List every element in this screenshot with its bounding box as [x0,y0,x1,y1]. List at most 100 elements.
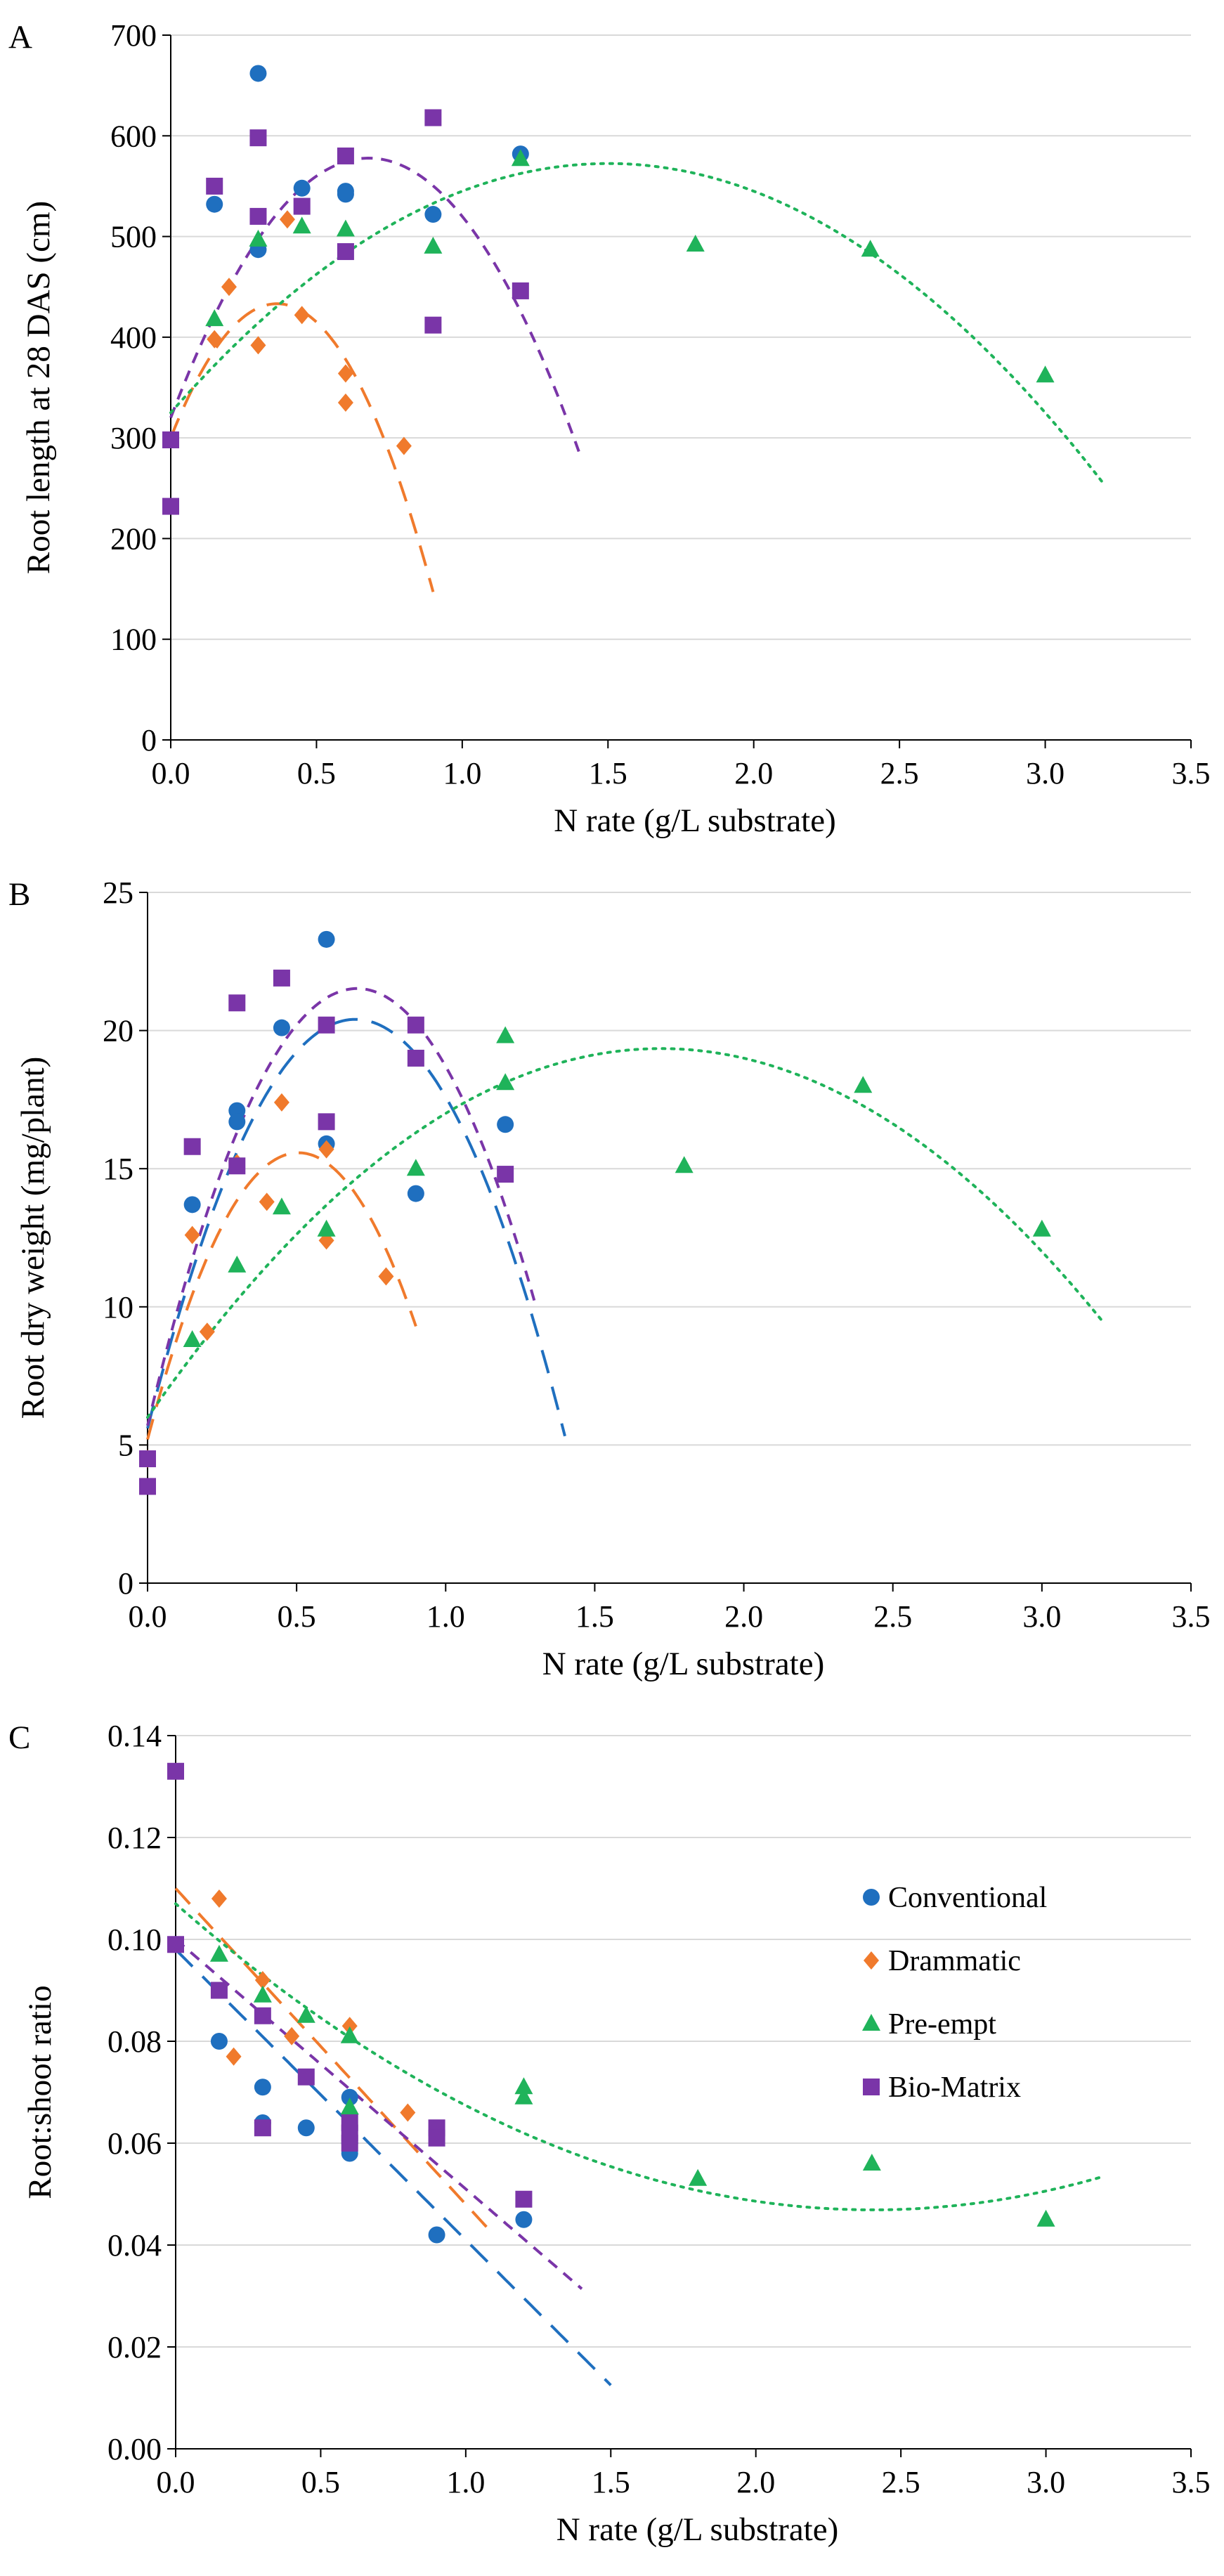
x-axis-label: N rate (g/L substrate) [556,2511,839,2548]
point-drammatic [279,210,295,229]
y-tick-label: 500 [110,220,157,254]
point-bio-matrix [139,1478,156,1495]
point-pre-empt [511,149,530,167]
x-tick-label: 0.5 [301,2465,340,2499]
y-tick-label: 5 [118,1428,134,1462]
y-axis-label: Root:shoot ratio [22,1985,58,2199]
trendline-pre-empt [169,162,1105,486]
point-bio-matrix [424,109,442,126]
x-tick-label: 3.5 [1172,756,1211,791]
point-pre-empt [209,1944,228,1962]
legend-marker-bio-matrix [863,2079,880,2095]
x-tick-label: 1.5 [589,756,627,791]
point-conventional [497,1116,514,1133]
panel-letter: A [8,19,32,56]
point-conventional [293,179,311,197]
point-pre-empt [297,2005,315,2023]
trendline-drammatic [174,1887,496,2237]
point-drammatic [184,1225,200,1244]
y-tick-label: 0.10 [108,1923,162,1957]
point-conventional [341,2088,358,2106]
point-bio-matrix [273,969,290,987]
x-tick-label: 1.0 [427,1599,465,1634]
point-bio-matrix [249,207,267,225]
point-conventional [254,2079,271,2096]
point-bio-matrix [341,2135,358,2152]
x-tick-label: 2.0 [736,2465,775,2499]
trendline-pre-empt [174,1902,1106,2211]
point-pre-empt [340,2097,359,2115]
point-bio-matrix [162,431,179,449]
y-tick-label: 20 [103,1014,134,1048]
x-tick-label: 1.5 [592,2465,630,2499]
point-pre-empt [854,1076,873,1093]
x-axis-label: N rate (g/L substrate) [554,802,836,839]
point-pre-empt [686,235,705,252]
legend-label-bio-matrix: Bio-Matrix [888,2071,1021,2104]
point-conventional [206,195,223,213]
point-drammatic [254,1971,271,1989]
point-pre-empt [424,236,443,254]
y-tick-label: 25 [103,876,134,910]
point-bio-matrix [228,1157,246,1175]
x-tick-label: 0.0 [129,1599,167,1634]
point-bio-matrix [210,1982,228,1999]
point-drammatic [199,1322,215,1341]
point-pre-empt [228,1255,247,1273]
point-bio-matrix [254,2007,271,2024]
point-drammatic [273,1093,289,1112]
point-bio-matrix [407,1016,424,1034]
point-bio-matrix [512,282,529,299]
point-bio-matrix [297,2068,315,2086]
y-tick-label: 600 [110,119,157,153]
x-tick-label: 1.0 [443,756,481,791]
point-bio-matrix [162,497,179,515]
point-conventional [407,1185,424,1202]
x-tick-label: 0.0 [152,756,190,791]
point-pre-empt [675,1156,694,1173]
point-bio-matrix [428,2129,445,2147]
point-pre-empt [1032,1219,1051,1237]
point-bio-matrix [139,1450,156,1468]
point-conventional [210,2033,228,2050]
point-drammatic [318,1140,334,1159]
panel-a: A 0 100 200 300 400 500 600 700 0.0 0.5 1.0 1.5 2.0 2.… [8,18,1211,839]
point-pre-empt [406,1159,425,1176]
point-bio-matrix [318,1113,335,1131]
y-tick-label: 15 [103,1152,134,1186]
legend-label-pre-empt: Pre-empt [888,2008,996,2041]
point-conventional [424,206,442,223]
point-pre-empt [514,2077,533,2095]
y-axis-label: Root dry weight (mg/plant) [15,1057,51,1419]
point-conventional [273,1019,290,1036]
point-drammatic [337,364,353,383]
trendline-bio-matrix [169,156,580,453]
point-bio-matrix [206,177,223,195]
y-tick-label: 0 [141,723,157,757]
point-pre-empt [862,2154,881,2171]
point-conventional [428,2226,445,2244]
point-pre-empt [1036,365,1055,383]
point-pre-empt [292,216,311,234]
panel-letter: B [8,876,30,913]
point-bio-matrix [337,147,354,164]
trendline-drammatic [169,302,435,592]
y-tick-label: 300 [110,421,157,455]
point-bio-matrix [424,316,442,334]
point-pre-empt [340,2026,359,2043]
trendline-conventional [174,1949,612,2386]
y-tick-label: 0 [118,1566,134,1601]
trendline-conventional [146,1017,566,1437]
point-bio-matrix [318,1016,335,1034]
x-tick-label: 3.0 [1027,2465,1065,2499]
point-drammatic [284,2027,300,2045]
point-pre-empt [496,1026,515,1043]
trendline-bio-matrix [146,987,537,1426]
point-bio-matrix [293,197,311,215]
point-bio-matrix [183,1138,201,1155]
y-tick-label: 10 [103,1290,134,1325]
x-tick-label: 2.0 [734,756,773,791]
y-tick-label: 0.02 [108,2330,162,2364]
x-tick-label: 2.5 [880,756,919,791]
y-tick-label: 0.00 [108,2432,162,2466]
